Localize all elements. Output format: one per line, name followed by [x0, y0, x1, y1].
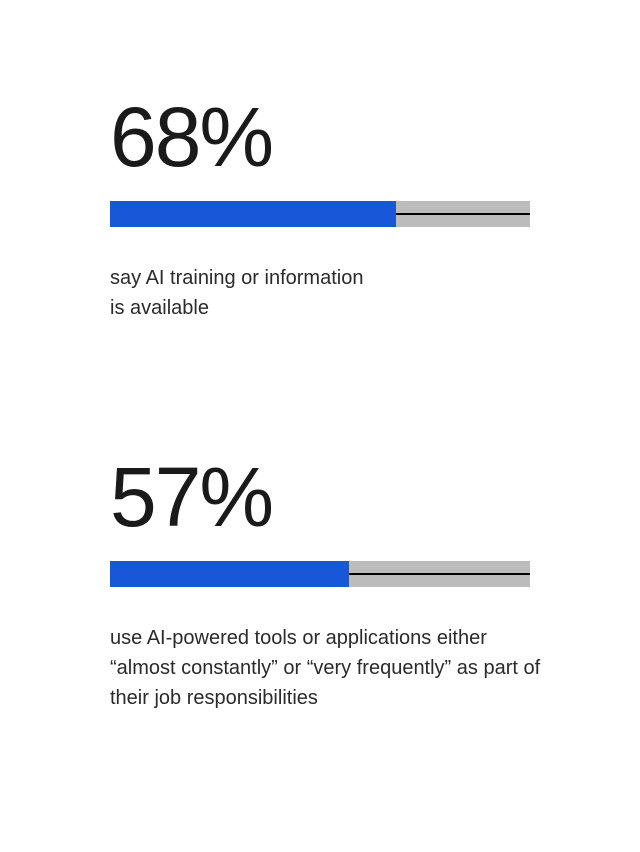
stat-description: use AI-powered tools or applications eit…	[110, 623, 550, 713]
stat-percentage: 68%	[110, 95, 530, 179]
progress-bar	[110, 201, 530, 227]
stat-block-ai-training: 68% say AI training or information is av…	[110, 95, 530, 323]
stat-description: say AI training or information is availa…	[110, 263, 370, 323]
progress-bar-fill	[110, 201, 396, 227]
progress-bar-fill	[110, 561, 349, 587]
stat-block-ai-tools-usage: 57% use AI-powered tools or applications…	[110, 455, 550, 713]
stat-percentage: 57%	[110, 455, 550, 539]
infographic-canvas: 68% say AI training or information is av…	[0, 0, 640, 852]
progress-bar	[110, 561, 530, 587]
